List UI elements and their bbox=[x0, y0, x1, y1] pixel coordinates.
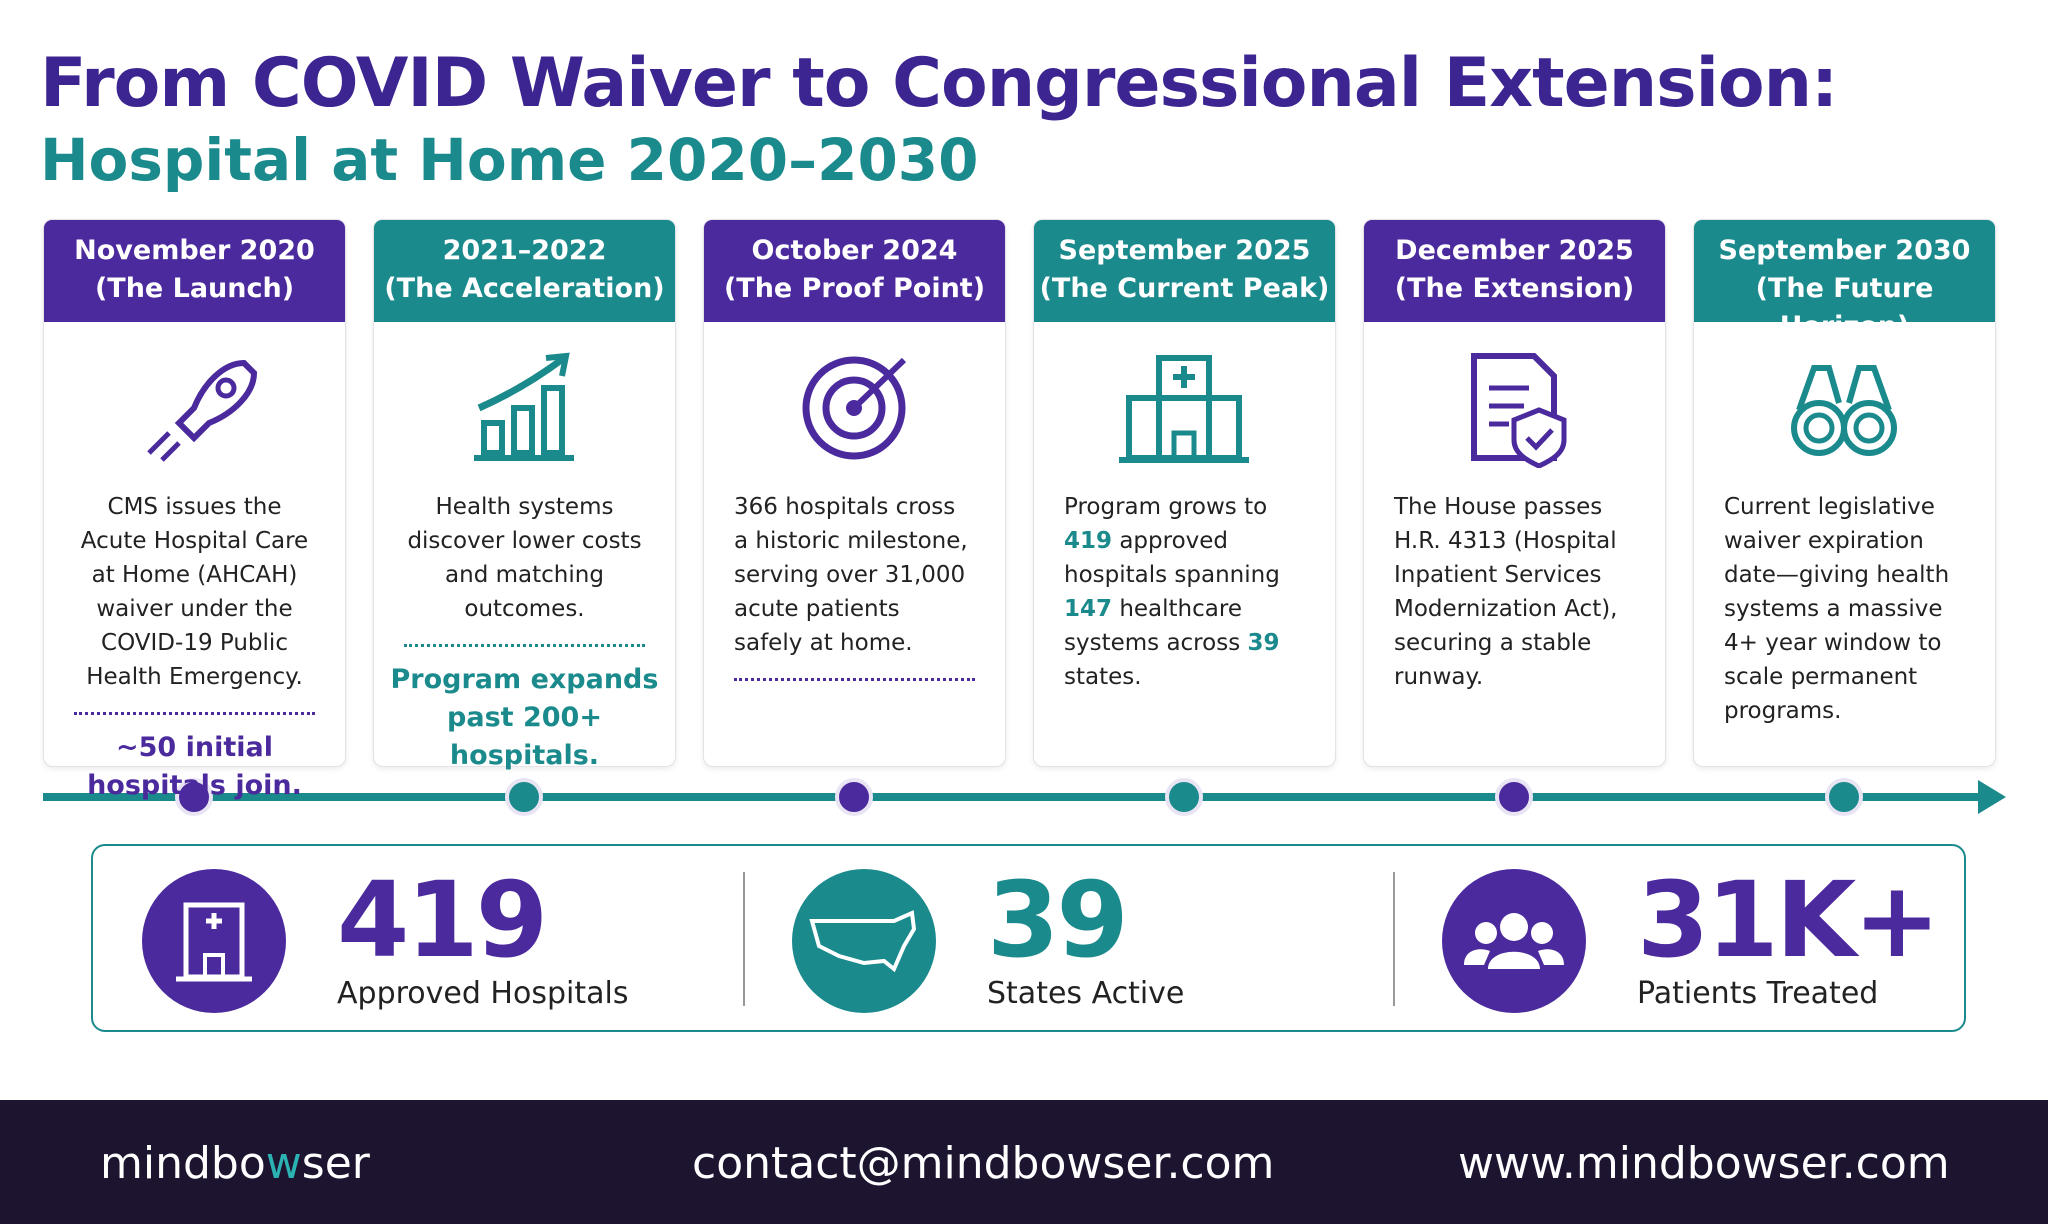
body-text: 147 bbox=[1064, 596, 1113, 622]
stat-icon bbox=[1441, 868, 1587, 1018]
icon bbox=[1119, 355, 1249, 463]
card-header: September 2030 (The Future Horizon) bbox=[1694, 220, 1995, 342]
body-text: CMS issues the Acute Hospital Care at Ho… bbox=[80, 494, 309, 690]
timeline-card: September 2025 (The Current Peak) Program … bbox=[1033, 219, 1336, 767]
card-phase: (The Extension) bbox=[1394, 273, 1635, 304]
timeline-card: 2021–2022 (The Acceleration) Health system… bbox=[373, 219, 677, 771]
brand-part: ser bbox=[301, 1138, 370, 1189]
timeline-dot bbox=[1165, 778, 1203, 816]
card-header: September 2025 (The Current Peak) bbox=[1034, 220, 1335, 322]
card-phase: (The Future Horizon) bbox=[1755, 273, 1934, 342]
card-date: December 2025 bbox=[1395, 235, 1634, 266]
card-phase: (The Launch) bbox=[94, 273, 295, 304]
stat-value: 39 bbox=[987, 859, 1129, 981]
icon bbox=[147, 359, 258, 462]
card-highlight: Program expands past 200+ hospitals. bbox=[390, 664, 659, 771]
stat-label: Patients Treated bbox=[1637, 976, 1879, 1011]
body-text: Program grows to bbox=[1064, 494, 1268, 520]
card-date: November 2020 bbox=[74, 235, 315, 266]
timeline-card: November 2020 (The Launch) CMS issues the … bbox=[43, 219, 347, 801]
body-text: healthcare systems across bbox=[1064, 596, 1248, 656]
body-text: 39 bbox=[1247, 630, 1280, 656]
brand-part: w bbox=[265, 1138, 302, 1189]
card-icon bbox=[704, 348, 1007, 468]
timeline-dot bbox=[175, 778, 213, 816]
card-body: 366 hospitals cross a historic milestone… bbox=[704, 468, 1005, 660]
card-icon bbox=[1694, 348, 1997, 468]
email: contact@mindbowser.com bbox=[692, 1138, 1275, 1189]
card-body: The House passes H.R. 4313 (Hospital Inp… bbox=[1364, 468, 1665, 694]
timeline-card: December 2025 (The Extension) The House pa… bbox=[1363, 219, 1666, 767]
timeline-card: October 2024 (The Proof Point) 366 hospita… bbox=[703, 219, 1006, 767]
body-text: 419 bbox=[1064, 528, 1113, 554]
stats-panel: 419 Approved Hospitals 39 States Active 31K+… bbox=[91, 844, 1966, 1032]
brand-part: mindbo bbox=[100, 1138, 266, 1189]
card-phase: (The Proof Point) bbox=[723, 273, 986, 304]
card-body: Health systems discover lower costs and … bbox=[374, 468, 675, 626]
card-phase: (The Current Peak) bbox=[1039, 273, 1330, 304]
stat-label: States Active bbox=[987, 976, 1185, 1011]
card-highlight: ~50 initial hospitals join. bbox=[87, 732, 302, 801]
card-icon bbox=[374, 348, 677, 468]
stat-value: 419 bbox=[337, 859, 548, 981]
title: From COVID Waiver to Congressional Exten… bbox=[40, 44, 1838, 123]
icon bbox=[474, 352, 574, 461]
stat-icon bbox=[1442, 869, 1586, 1013]
card-header: December 2025 (The Extension) bbox=[1364, 220, 1665, 322]
card-header: 2021–2022 (The Acceleration) bbox=[374, 220, 675, 322]
card-icon bbox=[44, 348, 347, 468]
card-header: November 2020 (The Launch) bbox=[44, 220, 345, 322]
body-text: The House passes H.R. 4313 (Hospital Inp… bbox=[1394, 494, 1618, 690]
stat-icon bbox=[142, 869, 286, 1013]
card-header: October 2024 (The Proof Point) bbox=[704, 220, 1005, 322]
icon bbox=[802, 356, 907, 460]
stat: 31K+ Patients Treated bbox=[1441, 859, 2001, 1013]
divider bbox=[734, 678, 975, 681]
card-body: Program grows to 419 approved hospitals … bbox=[1034, 468, 1335, 694]
stat-label: Approved Hospitals bbox=[337, 976, 629, 1011]
card-phase: (The Acceleration) bbox=[384, 273, 665, 304]
divider bbox=[74, 712, 315, 715]
body-text: Health systems discover lower costs and … bbox=[407, 494, 642, 622]
brand: mindbowser bbox=[100, 1138, 370, 1189]
footer: mindbowser contact@mindbowser.com www.mind… bbox=[0, 1100, 2048, 1224]
card-icon bbox=[1364, 348, 1667, 469]
timeline-axis bbox=[43, 778, 2006, 816]
body-text: Current legislative waiver expiration da… bbox=[1724, 494, 1950, 724]
subtitle: Hospital at Home 2020–2030 bbox=[40, 126, 979, 194]
body-text: states. bbox=[1064, 664, 1142, 690]
card-body: Current legislative waiver expiration da… bbox=[1694, 468, 1995, 728]
card-date: September 2030 bbox=[1718, 235, 1971, 266]
stat-value: 31K+ bbox=[1637, 859, 1940, 981]
stat-icon bbox=[141, 868, 287, 1018]
stat: 419 Approved Hospitals bbox=[141, 859, 701, 1013]
timeline-card: September 2030 (The Future Horizon) Curren… bbox=[1693, 219, 1996, 767]
timeline-dot bbox=[1825, 778, 1863, 816]
icon bbox=[1471, 353, 1567, 469]
timeline-dot bbox=[835, 778, 873, 816]
stat: 39 States Active bbox=[791, 859, 1351, 1013]
stat-icon bbox=[791, 868, 937, 1018]
body-text: approved hospitals spanning bbox=[1064, 528, 1280, 588]
card-body: CMS issues the Acute Hospital Care at Ho… bbox=[44, 468, 345, 694]
card-date: 2021–2022 bbox=[442, 235, 607, 266]
website: www.mindbowser.com bbox=[1458, 1138, 1950, 1189]
stat-icon bbox=[792, 869, 936, 1013]
divider bbox=[404, 644, 645, 647]
body-text: 366 hospitals cross a historic milestone… bbox=[734, 494, 968, 656]
icon bbox=[1791, 365, 1897, 456]
separator bbox=[1393, 872, 1395, 1006]
separator bbox=[743, 872, 745, 1006]
timeline-dot bbox=[1495, 778, 1533, 816]
card-icon bbox=[1034, 348, 1337, 468]
card-date: October 2024 bbox=[751, 235, 958, 266]
card-date: September 2025 bbox=[1058, 235, 1311, 266]
timeline-dot bbox=[505, 778, 543, 816]
